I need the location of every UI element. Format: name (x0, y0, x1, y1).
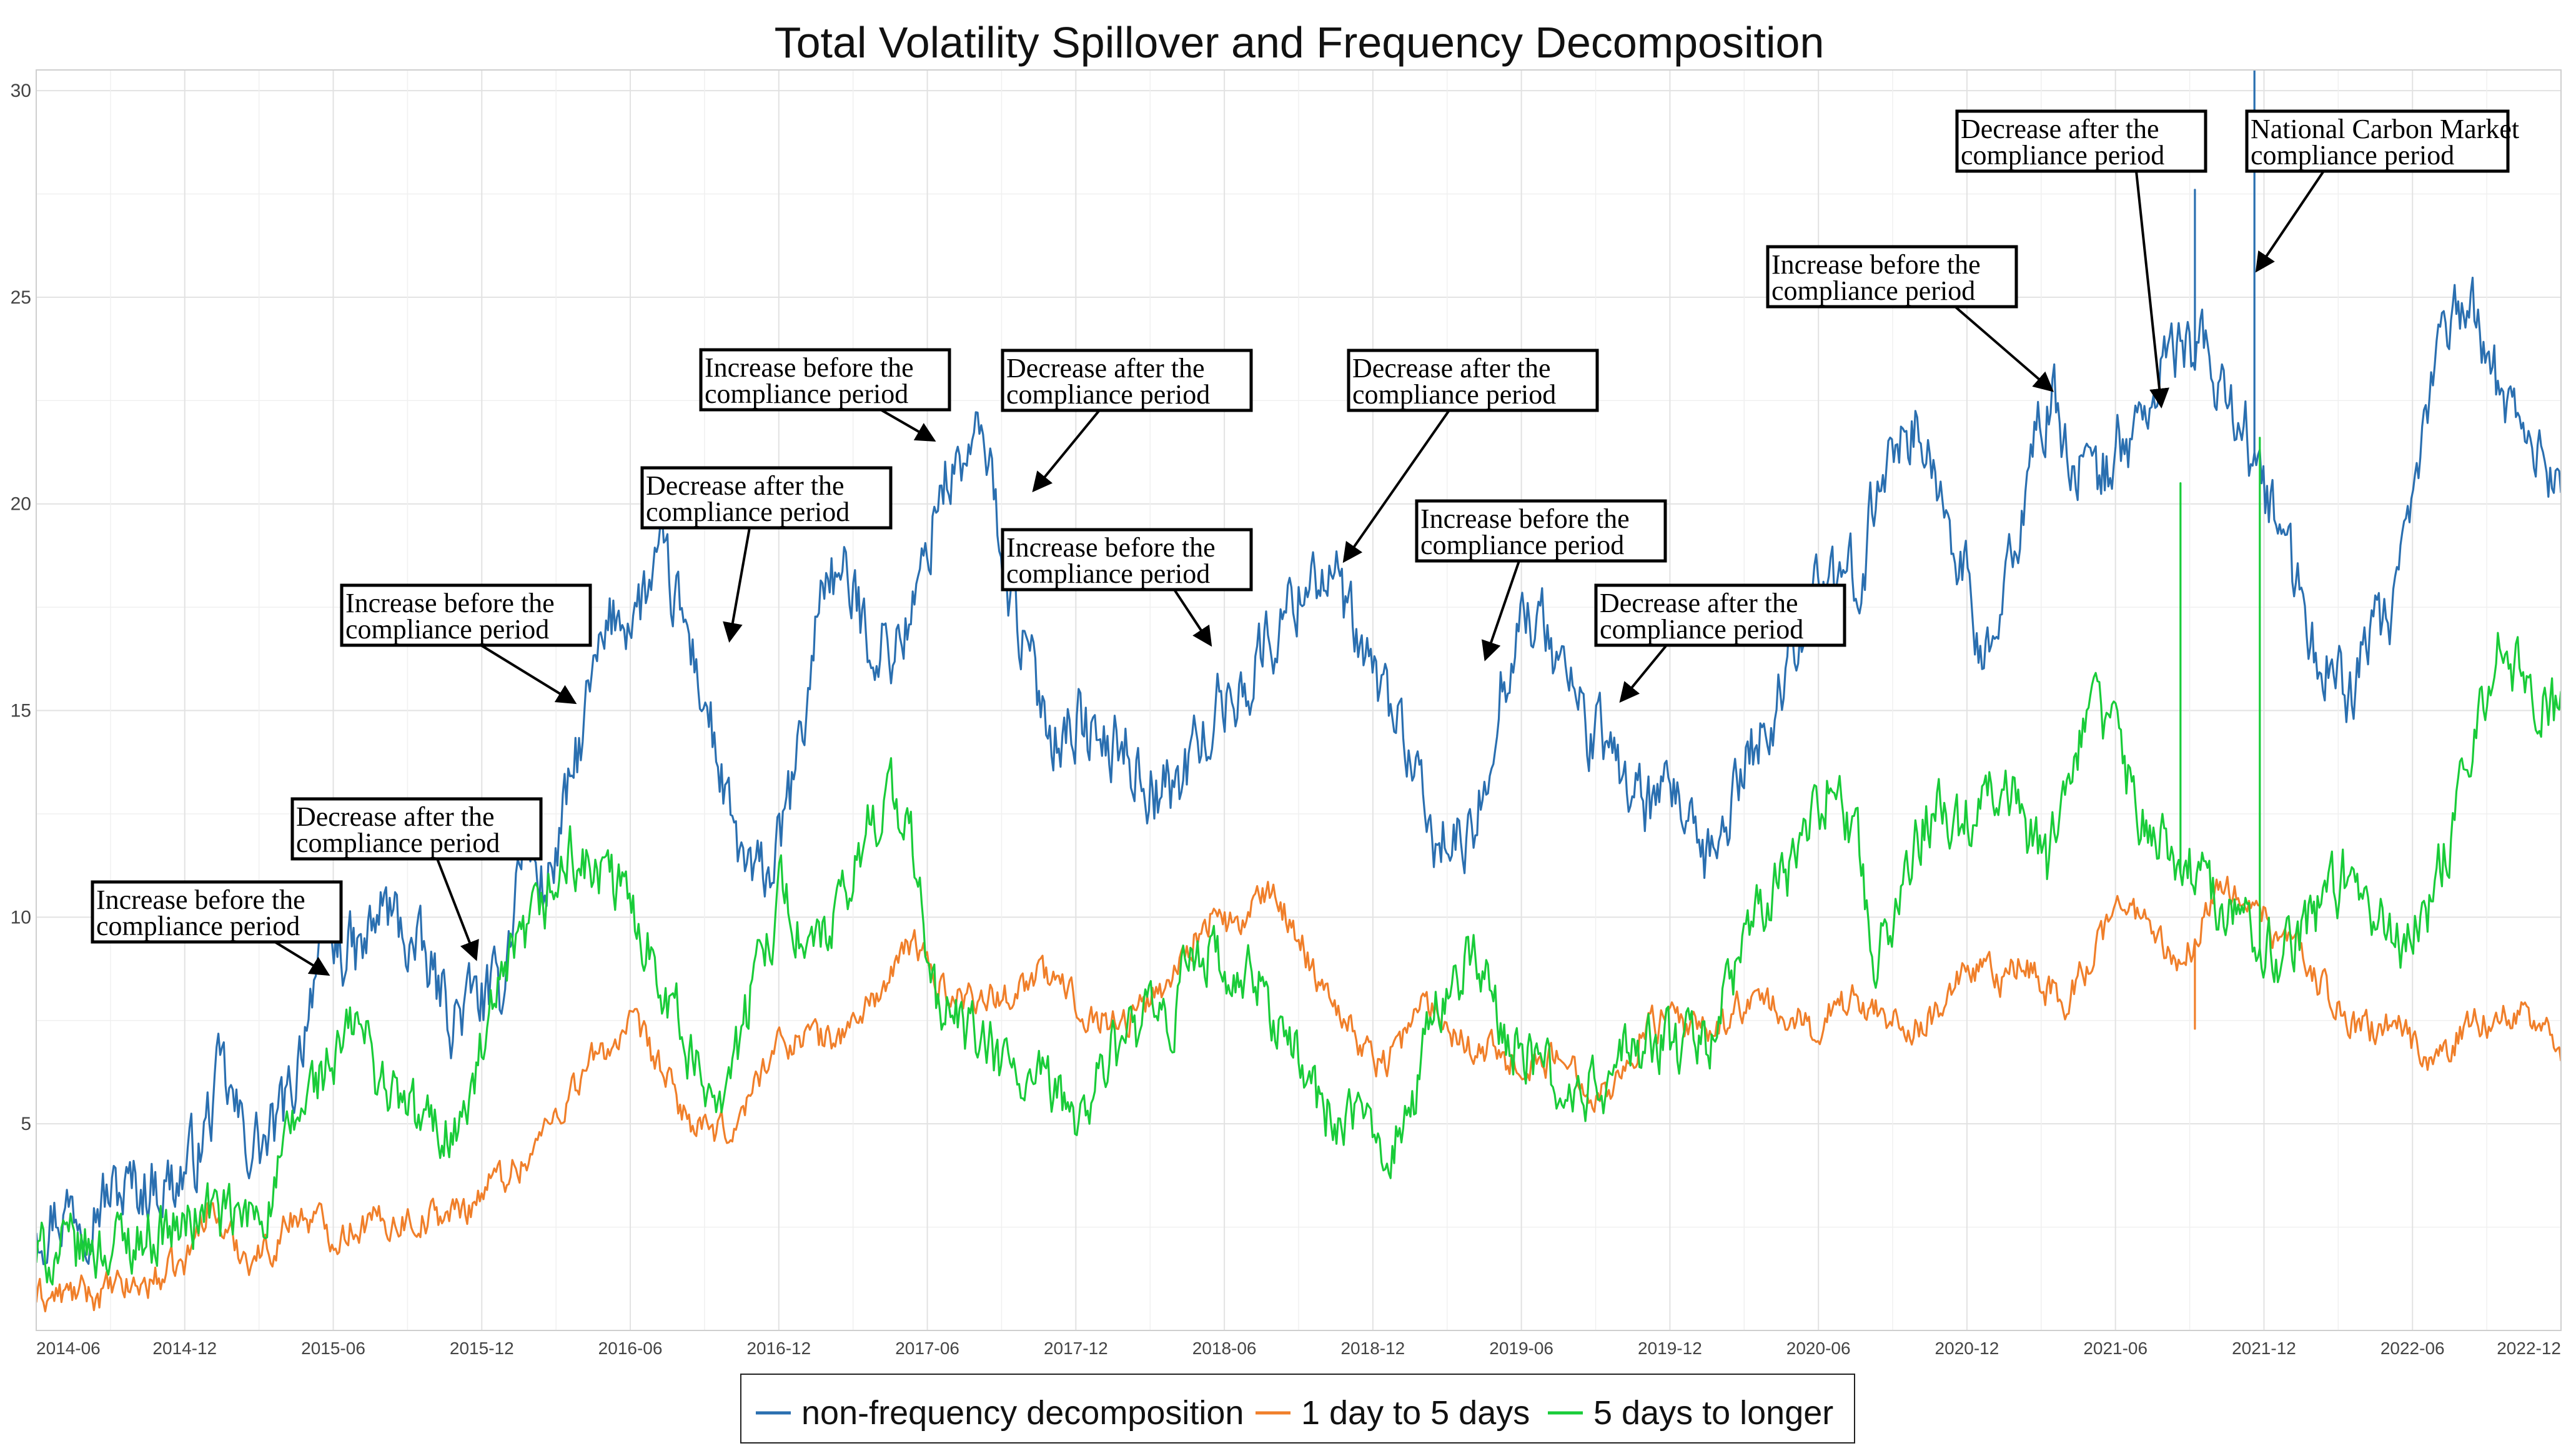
x-tick-label: 2017-12 (1044, 1339, 1108, 1358)
x-tick-label: 2015-06 (301, 1339, 365, 1358)
x-tick-label: 2018-12 (1340, 1339, 1405, 1358)
y-tick-label: 5 (21, 1114, 31, 1134)
x-tick-label: 2016-12 (746, 1339, 811, 1358)
annotation: Decrease after the compliance period (640, 466, 893, 643)
annotation: Increase before the compliance period (340, 583, 592, 705)
annotation-line-2: compliance period (1352, 379, 1556, 410)
gridlines (36, 70, 2562, 1330)
annotation-line-2: compliance period (1006, 558, 1210, 589)
annotation-line-1: Increase before the (96, 884, 305, 915)
x-tick-label: 2022-06 (2380, 1339, 2445, 1358)
annotation-line-1: Increase before the (1420, 503, 1630, 534)
x-tick-label: 2014-12 (152, 1339, 217, 1358)
annotation: Decrease after the compliance period (1001, 349, 1253, 493)
annotation: Increase before the compliance period (1766, 245, 2054, 392)
annotation-line-2: compliance period (1420, 530, 1624, 560)
series-line-non-frequency (36, 70, 2561, 1265)
annotation-line-1: Decrease after the (1006, 353, 1205, 384)
series-line-1-to-5-days (36, 876, 2561, 1312)
annotation: Increase before the compliance period (699, 348, 951, 442)
annotation-line-1: Decrease after the (1352, 353, 1551, 384)
annotation: Decrease after the compliance period (1594, 583, 1846, 703)
annotation-arrow (1619, 644, 1668, 703)
legend-label-non-frequency: non-frequency decomposition (801, 1394, 1244, 1432)
x-tick-label: 2014-06 (36, 1339, 101, 1358)
annotation: Decrease after the compliance period (1342, 349, 1599, 563)
annotation-arrow (1342, 409, 1450, 563)
annotation-line-2: compliance period (296, 828, 500, 858)
annotation-line-1: Increase before the (1771, 249, 1981, 280)
x-tick-label: 2020-12 (1935, 1339, 1999, 1358)
y-tick-label: 25 (11, 287, 31, 308)
x-tick-label: 2020-06 (1786, 1339, 1851, 1358)
legend-label-5-days-longer: 5 days to longer (1593, 1394, 1833, 1432)
annotation-line-1: Increase before the (345, 588, 555, 618)
annotation-arrow (1032, 409, 1101, 493)
annotation-line-2: compliance period (96, 911, 300, 941)
annotation-arrow (274, 941, 330, 976)
x-tick-label: 2021-12 (2232, 1339, 2296, 1358)
x-tick-label: 2022-12 (2497, 1339, 2561, 1358)
y-tick-label: 10 (11, 907, 31, 928)
legend: non-frequency decomposition 1 day to 5 d… (740, 1374, 1855, 1444)
x-tick-label: 2018-06 (1192, 1339, 1257, 1358)
annotation-arrow (2135, 171, 2169, 409)
series-lines (36, 70, 2561, 1312)
legend-box (740, 1374, 1855, 1444)
annotation-line-2: compliance period (646, 497, 850, 527)
x-tick-label: 2019-06 (1489, 1339, 1553, 1358)
annotation-line-1: Increase before the (1006, 532, 1216, 563)
annotation-arrow (723, 527, 751, 643)
annotation: Decrease after the compliance period (1955, 109, 2207, 409)
annotation: Decrease after the compliance period (290, 797, 543, 961)
annotation-arrow (2255, 170, 2325, 273)
annotation-arrow (1954, 305, 2054, 392)
x-axis: 2014-06 2014-12 2015-06 2015-12 2016-06 … (36, 1339, 2561, 1358)
chart-title: Total Volatility Spillover and Frequency… (775, 18, 1825, 67)
annotation-line-2: compliance period (1961, 140, 2164, 171)
annotation: Increase before the compliance period (91, 880, 343, 976)
annotation-line-1: Decrease after the (646, 470, 845, 501)
x-tick-label: 2017-06 (895, 1339, 959, 1358)
annotation-line-2: compliance period (345, 614, 549, 645)
y-tick-label: 15 (11, 701, 31, 721)
annotation-line-1: Increase before the (705, 352, 914, 383)
legend-label-1-to-5-days: 1 day to 5 days (1301, 1394, 1530, 1432)
annotation: Increase before the compliance period (1415, 499, 1667, 661)
y-axis: 5 10 15 20 25 30 (11, 81, 31, 1134)
annotation-line-1: Decrease after the (296, 801, 495, 832)
annotation-line-1: Decrease after the (1600, 588, 1798, 618)
annotation-line-1: National Carbon Market (2251, 114, 2519, 144)
plot-border (36, 69, 2562, 1331)
y-tick-label: 20 (11, 494, 31, 515)
annotation-arrow (436, 858, 479, 961)
annotation-line-2: compliance period (705, 379, 908, 409)
annotation-arrow (1173, 588, 1212, 647)
annotation-line-2: compliance period (1771, 275, 1975, 306)
x-tick-label: 2015-12 (450, 1339, 514, 1358)
y-tick-label: 30 (11, 81, 31, 101)
annotation-line-2: compliance period (1600, 614, 1803, 645)
annotation-line-2: compliance period (1006, 379, 1210, 410)
x-tick-label: 2021-06 (2083, 1339, 2147, 1358)
x-tick-label: 2019-12 (1638, 1339, 1702, 1358)
annotation-arrow (1481, 560, 1520, 661)
x-tick-label: 2016-06 (598, 1339, 663, 1358)
series-line-5-days-longer (36, 437, 2561, 1285)
annotation-arrow (480, 644, 577, 705)
annotation-line-1: Decrease after the (1961, 114, 2159, 144)
annotation-arrow (880, 409, 936, 442)
annotation: National Carbon Market compliance period (2245, 109, 2519, 273)
annotation-line-2: compliance period (2251, 140, 2454, 171)
annotation: Increase before the compliance period (1001, 528, 1253, 647)
